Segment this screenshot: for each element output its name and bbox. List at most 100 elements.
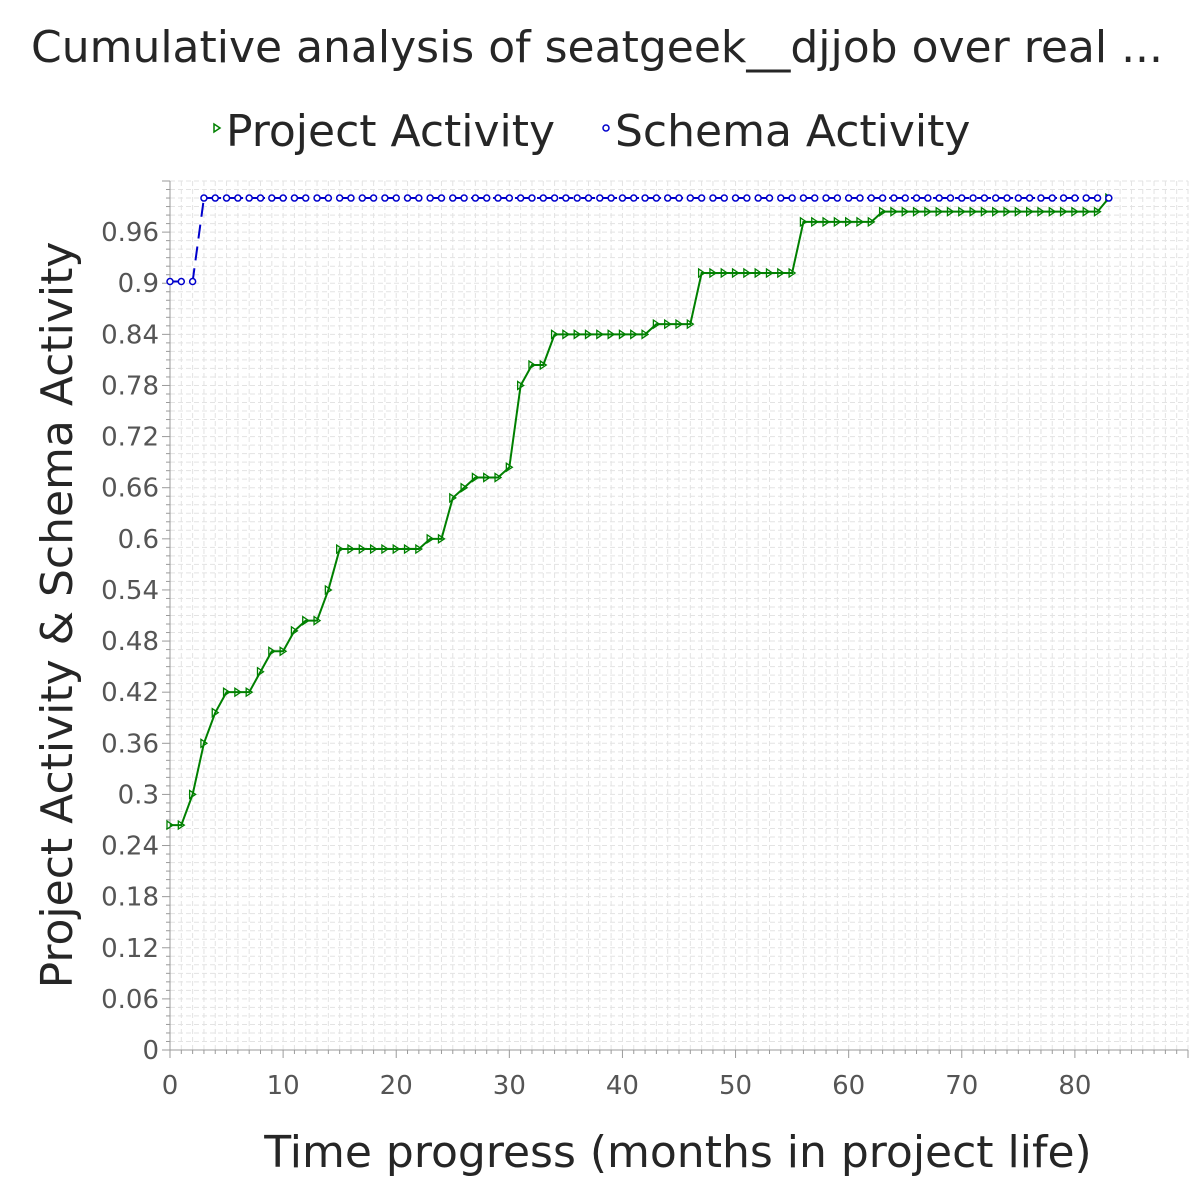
legend-label-schema-activity: Schema Activity: [615, 106, 970, 157]
y-tick-label: 0.12: [101, 934, 159, 964]
data-point: [539, 194, 548, 202]
data-point: [313, 615, 322, 626]
data-point: [777, 267, 785, 279]
data-point: [709, 194, 717, 202]
data-point: [1082, 206, 1091, 217]
data-point: [867, 194, 876, 202]
y-tick-label: 0.36: [101, 729, 159, 759]
data-point: [754, 267, 763, 279]
data-point: [166, 819, 175, 831]
y-tick-label: 0.6: [118, 525, 159, 555]
data-point: [188, 277, 197, 286]
data-point: [1014, 194, 1023, 202]
data-point: [1048, 206, 1057, 217]
data-point: [992, 206, 1000, 217]
data-point: [211, 194, 219, 202]
data-point: [799, 194, 808, 202]
data-point: [301, 194, 310, 202]
data-point: [562, 194, 570, 202]
data-point: [675, 194, 683, 202]
data-point: [596, 329, 604, 340]
x-tick-label: 60: [832, 1071, 865, 1101]
data-point: [358, 543, 367, 555]
data-point: [335, 194, 344, 202]
data-point: [166, 277, 174, 286]
chart-title: Cumulative analysis of seatgeek__djjob o…: [31, 22, 1163, 73]
data-point: [924, 194, 932, 202]
y-tick-label: 0.66: [101, 474, 159, 504]
data-point: [652, 194, 661, 202]
data-point: [788, 267, 797, 279]
data-point: [810, 194, 819, 202]
data-point: [1003, 206, 1012, 217]
grid: [169, 180, 1189, 1051]
data-point: [890, 194, 898, 202]
data-point: [415, 194, 423, 202]
series-line: [170, 197, 1109, 283]
series-project-activity: [166, 192, 1113, 831]
data-point: [516, 380, 525, 391]
data-point: [347, 194, 355, 202]
data-point: [584, 194, 593, 202]
data-point: [1037, 206, 1046, 217]
y-tick-label: 0: [142, 1036, 159, 1066]
data-point: [743, 194, 751, 202]
data-point: [256, 666, 265, 677]
y-tick-label: 0.54: [101, 576, 159, 606]
data-point: [969, 194, 977, 202]
data-point: [1025, 194, 1034, 202]
data-point: [482, 194, 491, 202]
data-point: [833, 194, 842, 202]
data-point: [200, 738, 209, 749]
data-point: [437, 194, 446, 202]
data-point: [720, 194, 728, 202]
y-tick-label: 0.96: [101, 218, 159, 248]
data-point: [618, 194, 627, 202]
data-point: [856, 194, 864, 202]
data-point: [415, 543, 424, 555]
data-point: [652, 318, 661, 330]
data-point: [663, 194, 672, 202]
data-point: [245, 194, 253, 202]
data-point: [641, 329, 650, 340]
data-point: [867, 216, 876, 228]
data-point: [516, 194, 525, 202]
x-tick-label: 50: [719, 1071, 752, 1101]
data-point: [471, 472, 480, 483]
data-point: [935, 194, 943, 202]
data-point: [664, 318, 672, 330]
data-point: [392, 194, 400, 202]
data-point: [1071, 206, 1080, 217]
data-point: [245, 686, 254, 698]
x-ticks: 0 10 20 30 40 50 60 70 80: [162, 1071, 1092, 1101]
data-point: [211, 707, 220, 718]
data-point: [958, 194, 966, 202]
data-point: [369, 543, 378, 555]
data-point: [765, 194, 774, 202]
legend: Project Activity Schema Activity: [213, 106, 970, 157]
data-point: [279, 194, 287, 202]
data-point: [222, 194, 231, 202]
data-point: [256, 194, 265, 202]
data-point: [697, 194, 706, 202]
data-point: [641, 194, 649, 202]
data-point: [754, 194, 762, 202]
y-tick-label: 0.18: [101, 883, 159, 913]
data-point: [460, 482, 469, 493]
y-tick-label: 0.48: [101, 627, 159, 657]
y-tick-label: 0.06: [101, 985, 159, 1015]
data-point: [505, 194, 514, 202]
data-point: [177, 819, 186, 831]
data-point: [697, 267, 706, 279]
data-point: [505, 462, 514, 473]
data-point: [1071, 194, 1079, 202]
data-point: [188, 789, 197, 800]
data-point: [1048, 194, 1057, 202]
data-point: [901, 194, 909, 202]
data-point: [788, 194, 796, 202]
data-point: [1082, 194, 1090, 202]
data-point: [392, 543, 401, 555]
data-point: [573, 194, 581, 202]
y-tick-label: 0.72: [101, 423, 159, 453]
